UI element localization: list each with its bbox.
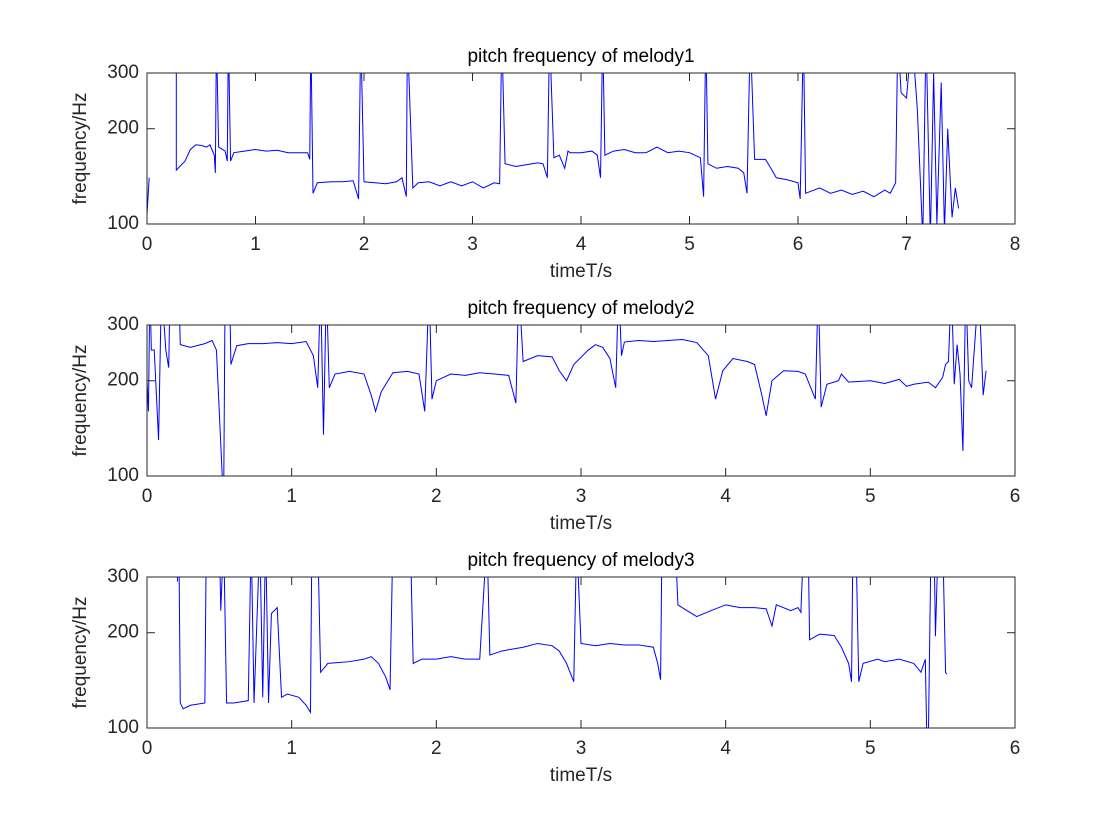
x-tick-label: 6 xyxy=(1010,738,1021,759)
x-axis-label: timeT/s xyxy=(550,513,612,534)
x-tick-label: 1 xyxy=(286,738,297,759)
pitch-line xyxy=(176,577,948,728)
chart-title: pitch frequency of melody1 xyxy=(467,46,694,67)
x-tick-label: 2 xyxy=(431,486,442,507)
x-tick-label: 6 xyxy=(793,234,804,255)
plot-area xyxy=(147,73,1015,224)
chart-title: pitch frequency of melody2 xyxy=(467,298,694,319)
y-tick-label: 100 xyxy=(107,465,139,486)
y-tick-label: 200 xyxy=(107,370,139,391)
y-axis-label: frequency/Hz xyxy=(70,93,91,205)
y-axis-label: frequency/Hz xyxy=(70,597,91,709)
x-tick-label: 7 xyxy=(901,234,912,255)
x-tick-label: 6 xyxy=(1010,486,1021,507)
x-tick-label: 4 xyxy=(720,486,731,507)
y-tick-label: 300 xyxy=(107,62,139,83)
x-tick-label: 3 xyxy=(576,738,587,759)
x-tick-label: 2 xyxy=(431,738,442,759)
plot xyxy=(176,577,948,728)
y-tick-label: 200 xyxy=(107,118,139,139)
x-tick-label: 5 xyxy=(865,738,876,759)
x-tick-label: 4 xyxy=(720,738,731,759)
y-tick-label: 300 xyxy=(107,314,139,335)
plot-area xyxy=(147,577,1015,728)
x-tick-label: 1 xyxy=(286,486,297,507)
x-axis-label: timeT/s xyxy=(550,261,612,282)
y-tick-label: 100 xyxy=(107,717,139,738)
x-tick-label: 3 xyxy=(576,486,587,507)
chart-title: pitch frequency of melody3 xyxy=(467,550,694,571)
x-tick-label: 0 xyxy=(142,486,153,507)
x-tick-label: 3 xyxy=(467,234,478,255)
pitch-line xyxy=(147,325,987,476)
plot xyxy=(147,325,987,476)
y-tick-label: 300 xyxy=(107,566,139,587)
x-axis-label: timeT/s xyxy=(550,765,612,786)
y-axis-label: frequency/Hz xyxy=(70,345,91,457)
x-tick-label: 0 xyxy=(142,234,153,255)
x-tick-label: 5 xyxy=(684,234,695,255)
y-tick-label: 100 xyxy=(107,213,139,234)
x-tick-label: 2 xyxy=(359,234,370,255)
x-tick-label: 8 xyxy=(1010,234,1021,255)
x-tick-label: 4 xyxy=(576,234,587,255)
x-tick-label: 5 xyxy=(865,486,876,507)
x-tick-label: 0 xyxy=(142,738,153,759)
y-tick-label: 200 xyxy=(107,622,139,643)
x-tick-label: 1 xyxy=(250,234,261,255)
plot-area xyxy=(147,325,1015,476)
